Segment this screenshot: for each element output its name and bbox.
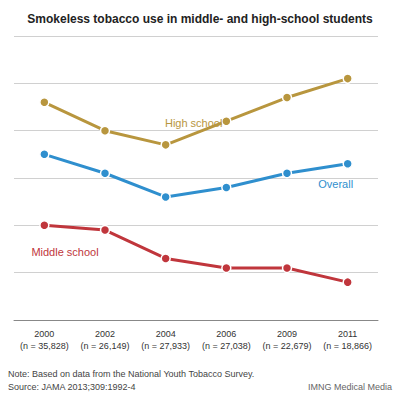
svg-text:(n = 27,933): (n = 27,933) bbox=[141, 341, 190, 351]
svg-text:(n = 18,866): (n = 18,866) bbox=[323, 341, 372, 351]
svg-text:Smokeless tobacco use in middl: Smokeless tobacco use in middle- and hig… bbox=[27, 12, 373, 26]
svg-text:Middle school: Middle school bbox=[31, 246, 98, 258]
svg-text:2009: 2009 bbox=[277, 329, 297, 339]
svg-text:(n = 27,038): (n = 27,038) bbox=[202, 341, 251, 351]
svg-text:Overall: Overall bbox=[318, 178, 353, 190]
svg-text:2002: 2002 bbox=[95, 329, 115, 339]
svg-text:Note: Based on data from the N: Note: Based on data from the National Yo… bbox=[8, 369, 254, 379]
svg-text:2006: 2006 bbox=[216, 329, 236, 339]
svg-text:High school: High school bbox=[165, 117, 222, 129]
svg-text:(n = 26,149): (n = 26,149) bbox=[81, 341, 130, 351]
svg-text:Source: JAMA 2013;309:1992-4: Source: JAMA 2013;309:1992-4 bbox=[8, 382, 136, 392]
svg-text:2011: 2011 bbox=[338, 329, 357, 339]
svg-text:IMNG Medical Media: IMNG Medical Media bbox=[308, 382, 392, 392]
svg-text:2004: 2004 bbox=[156, 329, 176, 339]
svg-text:(n = 35,828): (n = 35,828) bbox=[20, 341, 69, 351]
svg-text:(n = 22,679): (n = 22,679) bbox=[263, 341, 312, 351]
svg-text:2000: 2000 bbox=[34, 329, 54, 339]
